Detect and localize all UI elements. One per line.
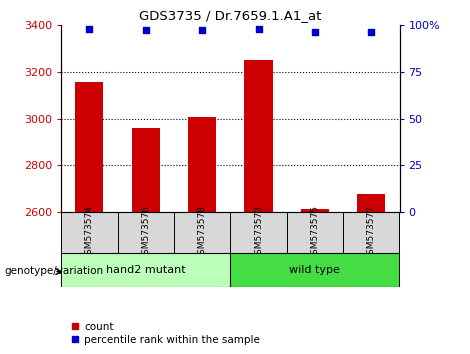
Bar bbox=[132, 128, 160, 212]
Legend: count, percentile rank within the sample: count, percentile rank within the sample bbox=[66, 317, 264, 349]
Text: GSM573573: GSM573573 bbox=[254, 205, 263, 260]
Text: genotype/variation: genotype/variation bbox=[5, 266, 104, 276]
Bar bbox=[118, 212, 174, 253]
Text: GSM573576: GSM573576 bbox=[141, 205, 150, 260]
Bar bbox=[301, 209, 329, 212]
Bar bbox=[174, 212, 230, 253]
Bar bbox=[230, 212, 287, 253]
Text: hand2 mutant: hand2 mutant bbox=[106, 265, 186, 275]
Title: GDS3735 / Dr.7659.1.A1_at: GDS3735 / Dr.7659.1.A1_at bbox=[139, 9, 321, 22]
Text: GSM573574: GSM573574 bbox=[85, 205, 94, 260]
Bar bbox=[75, 82, 103, 212]
Text: GSM573577: GSM573577 bbox=[367, 205, 376, 260]
Point bbox=[255, 26, 262, 32]
Point bbox=[311, 29, 319, 35]
Bar bbox=[61, 253, 230, 287]
Point bbox=[142, 28, 149, 33]
Bar bbox=[343, 212, 399, 253]
Point bbox=[86, 26, 93, 32]
Bar bbox=[244, 60, 273, 212]
Bar bbox=[357, 194, 385, 212]
Bar bbox=[287, 212, 343, 253]
Point bbox=[198, 28, 206, 33]
Text: GSM573575: GSM573575 bbox=[310, 205, 320, 260]
Point bbox=[368, 29, 375, 35]
Text: wild type: wild type bbox=[290, 265, 340, 275]
Bar bbox=[230, 253, 400, 287]
Bar bbox=[188, 118, 216, 212]
Text: GSM573578: GSM573578 bbox=[197, 205, 207, 260]
Bar bbox=[61, 212, 118, 253]
